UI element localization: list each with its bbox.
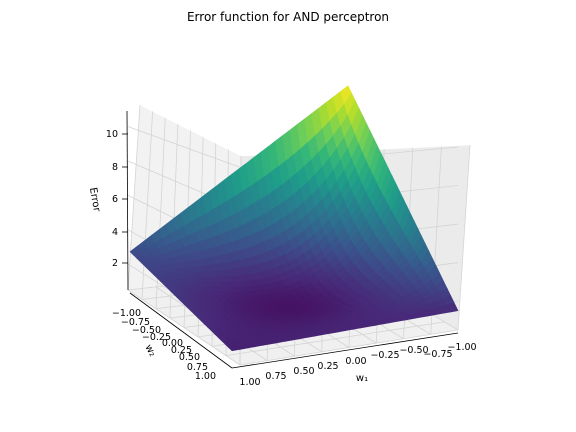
- z-tick-2: 2: [112, 258, 128, 269]
- x-tick-label-4: 0.25: [317, 361, 338, 372]
- x-axis-label: w₁: [356, 373, 368, 384]
- surface-patch-29-29: [446, 302, 459, 313]
- y-axis-line: [129, 292, 233, 369]
- y-tick-label-2: −0.75: [121, 317, 150, 328]
- y-tick-label-1: −1.00: [112, 308, 141, 319]
- z-tick-label-2: 2: [112, 258, 118, 269]
- z-tick-label-8: 8: [112, 162, 118, 173]
- z-axis-line: [126, 110, 129, 291]
- error-surface: [129, 85, 459, 352]
- y-grid-1: [141, 111, 154, 300]
- floor-grid-a-8: [239, 329, 459, 366]
- y-axis-label: w₂: [142, 343, 158, 359]
- y-tick-label-5: 0.00: [162, 338, 183, 349]
- x-grid-8: [457, 144, 471, 331]
- y-grid-0: [127, 104, 141, 291]
- z-tick-label-10: 10: [106, 129, 118, 140]
- z-tick-6: 6: [112, 194, 128, 205]
- x-tick-label-3: 0.50: [293, 366, 314, 377]
- z-tick-label-6: 6: [112, 194, 118, 205]
- x-tick-label-9: −1.00: [447, 342, 476, 353]
- x-tick-label-1: 1.00: [239, 377, 260, 388]
- y-tick-label-3: −0.50: [132, 325, 161, 336]
- x-tick-label-7: −0.50: [399, 345, 428, 356]
- x-tick-label-8: −0.75: [423, 349, 452, 360]
- y-tick-label-6: 0.25: [171, 345, 192, 356]
- z-axis-label: Error: [87, 187, 102, 214]
- z-tick-8: 8: [112, 162, 128, 173]
- y-tick-label-8: 0.75: [187, 362, 208, 373]
- z-grid-left-4: [127, 126, 241, 168]
- z-tick-label-4: 4: [112, 227, 118, 238]
- x-tick-label-2: 0.75: [265, 371, 286, 382]
- z-tick-10: 10: [106, 129, 128, 140]
- floor-grid-a-7: [225, 321, 445, 357]
- y-tick-label-9: 1.00: [195, 371, 216, 382]
- chart-title: Error function for AND perceptron: [187, 10, 389, 24]
- x-tick-label-6: −0.25: [370, 350, 399, 361]
- z-tick-4: 4: [112, 227, 128, 238]
- x-tick-label-5: 0.00: [345, 356, 366, 367]
- y-tick-label-7: 0.50: [179, 352, 200, 363]
- x-axis-line: [231, 332, 459, 369]
- y-tick-label-4: −0.25: [142, 332, 171, 343]
